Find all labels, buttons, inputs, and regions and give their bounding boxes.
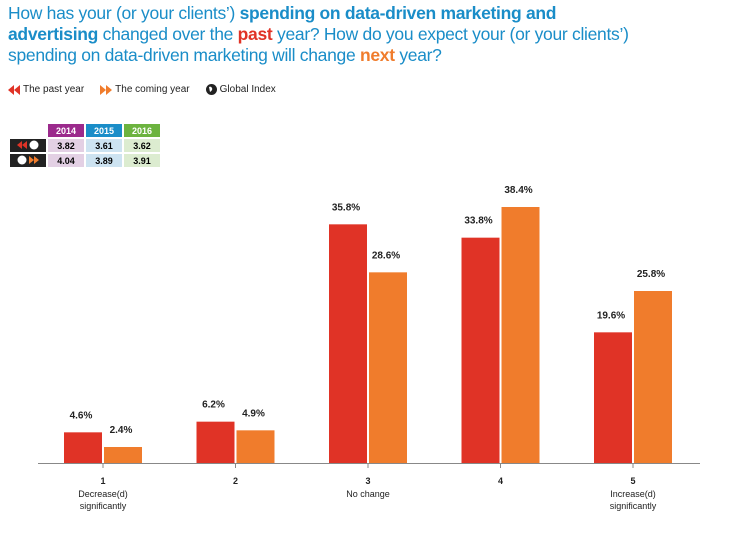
bar: [634, 291, 672, 463]
bar: [329, 224, 367, 463]
index-value: 3.89: [86, 154, 122, 167]
index-value: 3.91: [124, 154, 160, 167]
double-arrow-left-icon: [8, 84, 20, 95]
data-label: 28.6%: [372, 250, 400, 261]
data-label: 25.8%: [637, 269, 665, 280]
data-label: 19.6%: [597, 310, 625, 321]
x-tick-label: 5: [630, 476, 635, 486]
x-sublabel: No change: [346, 489, 390, 499]
legend-item-global: Global Index: [205, 84, 276, 95]
data-label: 4.6%: [70, 410, 93, 421]
legend-label: Global Index: [219, 84, 276, 95]
x-sublabel: significantly: [80, 501, 127, 511]
x-tick-label: 3: [365, 476, 370, 486]
title-text: year? How do you expect your (or your cl…: [8, 24, 629, 65]
bar: [196, 421, 235, 463]
data-label: 2.4%: [110, 425, 133, 436]
index-value: 3.62: [124, 139, 160, 152]
data-label: 38.4%: [504, 185, 532, 196]
bar: [594, 332, 632, 463]
past-global-icon: [10, 139, 46, 152]
bar: [236, 430, 275, 463]
double-arrow-right-icon: [100, 84, 113, 95]
legend-item-coming: The coming year: [100, 84, 190, 95]
data-label: 35.8%: [332, 202, 360, 213]
x-sublabel: Increase(d): [610, 489, 656, 499]
index-value: 3.61: [86, 139, 122, 152]
data-label: 4.9%: [242, 408, 265, 419]
legend-label: The coming year: [115, 84, 190, 95]
year-header: 2016: [124, 124, 160, 137]
legend-item-past: The past year: [8, 84, 84, 95]
legend: The past year The coming year Global Ind…: [8, 84, 276, 95]
coming-global-icon: [10, 154, 46, 167]
title-bold: spending on data-driven marketing and ad…: [8, 3, 557, 44]
globe-icon: [205, 84, 217, 95]
global-index-table: 2014 2015 2016 3.82 3.61 3.62 4.04 3.89 …: [8, 122, 162, 169]
bar: [501, 207, 540, 463]
index-value: 3.82: [48, 139, 84, 152]
chart-title: How has your (or your clients’) spending…: [8, 3, 648, 66]
bar: [461, 237, 500, 463]
year-header: 2014: [48, 124, 84, 137]
title-past: past: [237, 24, 273, 44]
year-header: 2015: [86, 124, 122, 137]
bar: [64, 432, 102, 463]
title-next: next: [359, 45, 395, 65]
bar: [104, 447, 142, 463]
legend-label: The past year: [23, 84, 85, 95]
x-tick-label: 2: [233, 476, 238, 486]
x-tick-label: 4: [498, 476, 503, 486]
title-text: How has your (or your clients’): [8, 3, 240, 23]
data-label: 33.8%: [464, 216, 492, 227]
x-tick-label: 1: [100, 476, 105, 486]
x-sublabel: significantly: [610, 501, 657, 511]
data-label: 6.2%: [202, 400, 225, 411]
title-text: year?: [394, 45, 442, 65]
x-sublabel: Decrease(d): [78, 489, 128, 499]
title-text: changed over the: [98, 24, 238, 44]
bar: [369, 272, 407, 463]
index-value: 4.04: [48, 154, 84, 167]
